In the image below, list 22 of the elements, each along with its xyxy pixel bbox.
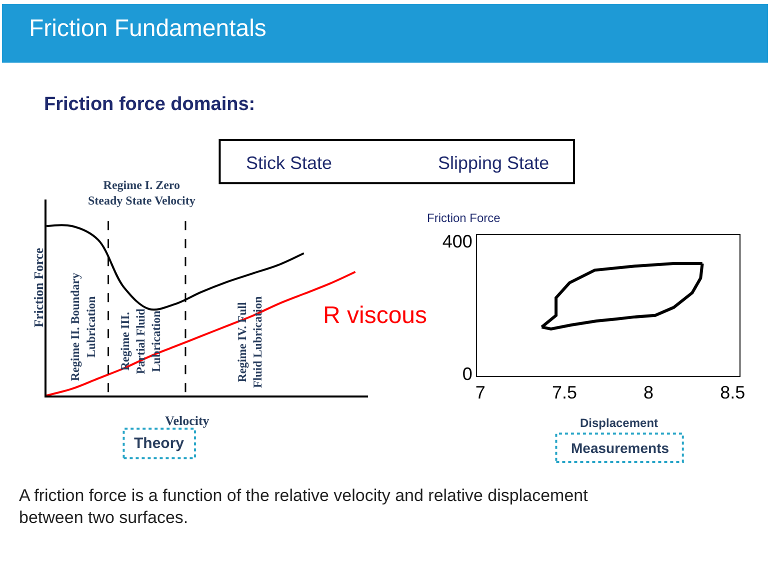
y-axis-title: Friction Force [30, 248, 46, 328]
y-axis-title: Friction Force [427, 211, 501, 225]
y-tick-label: 400 [442, 231, 472, 252]
text: A friction force is a function of the relative velocity and relative displacement between two surfaces. [19, 486, 588, 528]
x-tick-label: 7.5 [552, 382, 577, 402]
series-label: R viscous [323, 302, 428, 329]
annotation: Regime II. Boundary Lubrication [68, 272, 98, 382]
x-axis-title: Displacement [580, 416, 658, 430]
text: Measurements [571, 440, 670, 456]
text: Theory [134, 435, 185, 452]
annotation: Regime III. Partial Fluid Lubrication [118, 308, 164, 374]
chart-title: Friction Fundamentals [29, 15, 266, 42]
annotation: Regime IV. Full Fluid Lubrication [234, 296, 264, 388]
x-tick-label: 8 [644, 382, 654, 402]
text: Slipping State [438, 153, 550, 173]
x-axis-title: Velocity [165, 413, 210, 428]
text: Regime I. Zero Steady State Velocity [88, 178, 196, 208]
chart-subtitle: Friction force domains: [44, 94, 256, 115]
x-tick-label: 7 [475, 382, 486, 402]
x-tick-label: 8.5 [720, 382, 746, 402]
text: Stick State [246, 153, 332, 173]
y-tick-label: 0 [462, 364, 472, 384]
